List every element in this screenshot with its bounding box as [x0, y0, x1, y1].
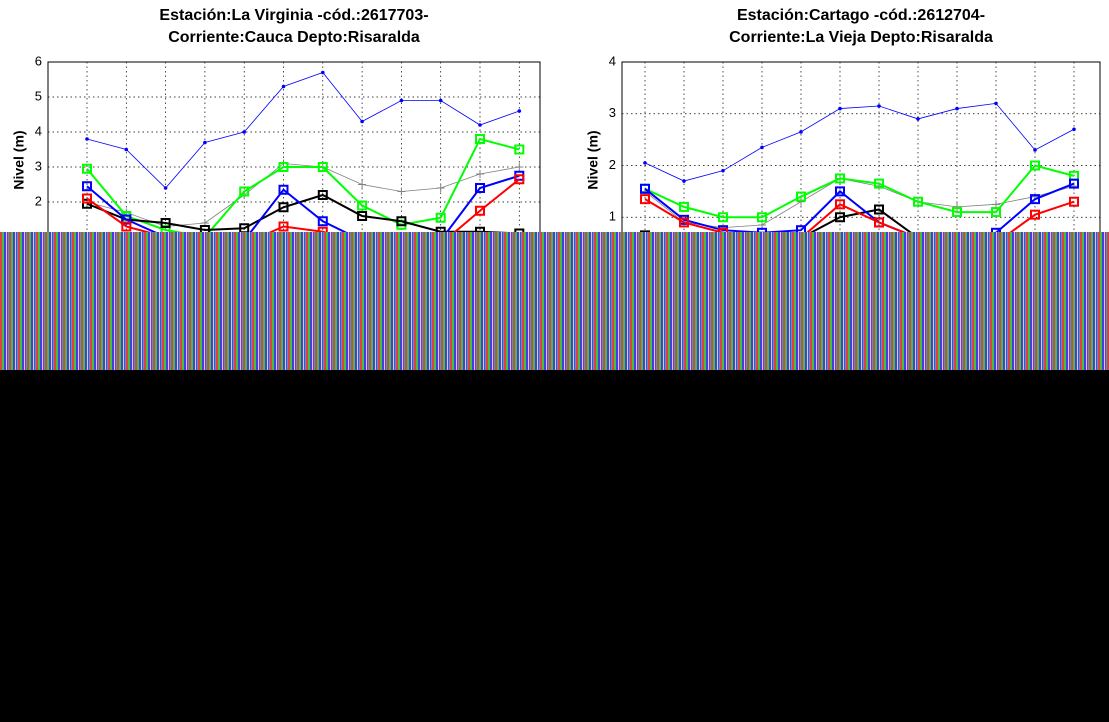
y-axis-label: Nivel (m)	[585, 130, 601, 189]
marker	[916, 117, 920, 121]
marker	[360, 120, 364, 124]
y-tick-label: 6	[35, 53, 42, 68]
marker	[85, 137, 89, 141]
marker	[397, 188, 405, 196]
series-line	[87, 195, 519, 234]
marker	[476, 170, 484, 178]
y-tick-label: 3	[609, 105, 616, 120]
series-line	[87, 73, 519, 189]
glitch-band	[0, 232, 1109, 370]
marker	[953, 203, 961, 211]
chart-title: Estación:La Virginia -cód.:2617703-	[159, 7, 428, 24]
marker	[643, 161, 647, 165]
y-tick-label: 4	[35, 123, 42, 138]
marker	[439, 99, 443, 103]
marker	[400, 99, 404, 103]
marker	[955, 107, 959, 111]
chart-title: Estación:Cartago -cód.:2612704-	[737, 7, 985, 24]
marker	[164, 186, 168, 190]
marker	[518, 109, 522, 113]
y-tick-label: 1	[609, 209, 616, 224]
marker	[994, 102, 998, 106]
y-tick-label: 2	[609, 157, 616, 172]
marker	[682, 179, 686, 183]
marker	[838, 107, 842, 111]
series-line	[645, 103, 1074, 181]
black-area	[0, 370, 1109, 722]
y-tick-label: 3	[35, 158, 42, 173]
marker	[282, 85, 286, 89]
marker	[1070, 182, 1078, 190]
marker	[358, 181, 366, 189]
series-line	[87, 164, 519, 227]
y-tick-label: 4	[609, 53, 616, 68]
marker	[877, 104, 881, 108]
marker	[1072, 127, 1076, 131]
y-axis-label: Nivel (m)	[11, 130, 27, 189]
marker	[760, 146, 764, 150]
marker	[799, 130, 803, 134]
marker	[515, 163, 523, 171]
marker	[1033, 148, 1037, 152]
marker	[437, 184, 445, 192]
chart-title: Corriente:Cauca Depto:Risaralda	[168, 29, 420, 46]
marker	[321, 71, 325, 75]
y-tick-label: 5	[35, 88, 42, 103]
marker	[203, 141, 207, 145]
y-tick-label: 2	[35, 193, 42, 208]
series-line	[645, 166, 1074, 218]
marker	[242, 130, 246, 134]
chart-title: Corriente:La Vieja Depto:Risaralda	[729, 29, 993, 46]
marker	[478, 123, 482, 127]
screenshot: Estación:La Virginia -cód.:2617703- Corri…	[0, 0, 1109, 722]
marker	[721, 169, 725, 173]
marker	[125, 148, 129, 152]
